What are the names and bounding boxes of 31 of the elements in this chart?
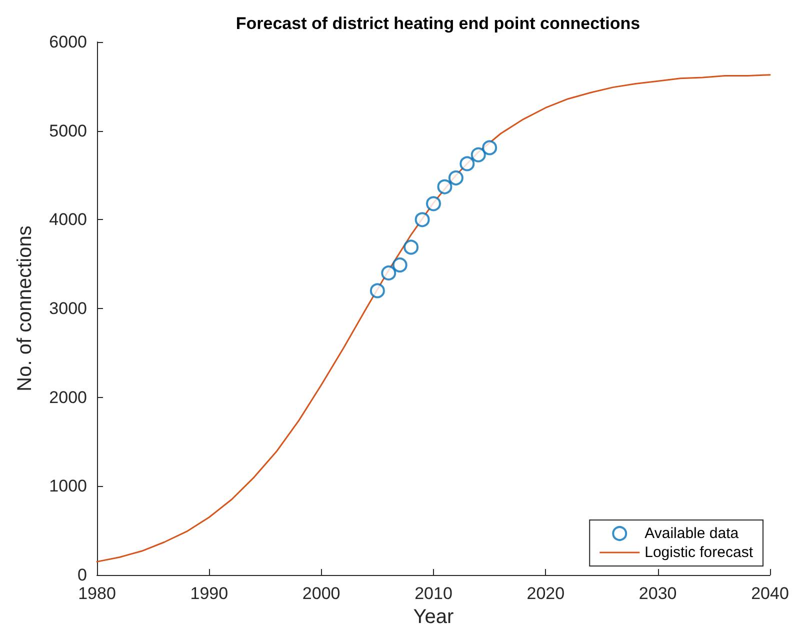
x-tick-label: 2030: [638, 584, 677, 603]
x-tick-label: 1980: [78, 584, 116, 603]
point: [426, 196, 441, 212]
x-tick-label: 2010: [414, 584, 452, 603]
point: [381, 265, 396, 280]
point: [370, 283, 385, 298]
line-series: [96, 74, 771, 562]
y-tick-label: 4000: [49, 210, 87, 230]
legend-label: Available data: [644, 525, 740, 542]
point: [392, 257, 408, 272]
x-tick-label: 1990: [190, 584, 228, 603]
point: [404, 240, 419, 255]
point: [437, 179, 452, 194]
point: [448, 170, 464, 186]
y-tick-label: 2000: [49, 388, 87, 407]
y-tick-label: 3000: [49, 299, 87, 318]
point: [414, 212, 430, 228]
chart-title: Forecast of district heating end point connections: [236, 14, 640, 33]
y-tick-label: 6000: [49, 32, 87, 52]
x-axis-title: Year: [413, 606, 454, 628]
y-tick-label: 0: [78, 566, 87, 584]
x-tick-label: 2040: [751, 584, 789, 603]
y-tick-label: 5000: [49, 121, 87, 140]
y-axis-title: No. of connections: [14, 226, 36, 392]
y-tick-label: 1000: [49, 476, 87, 496]
x-tick-label: 2020: [526, 584, 565, 603]
point: [470, 147, 486, 162]
legend-label: Logistic forecast: [644, 544, 754, 561]
point: [482, 140, 498, 156]
x-tick-label: 2000: [302, 584, 340, 603]
point: [460, 156, 475, 172]
